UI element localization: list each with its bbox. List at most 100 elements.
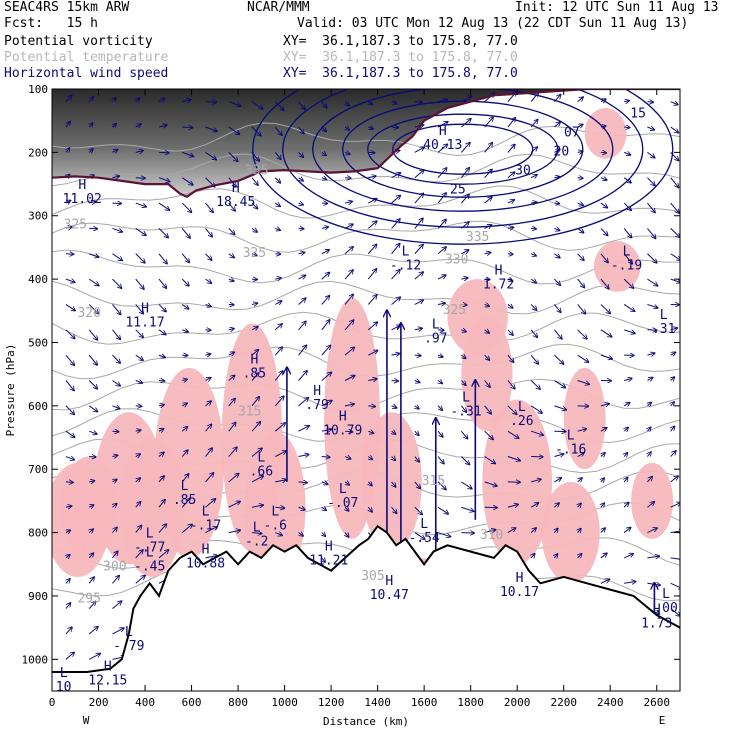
- wind-arrow: [65, 95, 72, 103]
- wind-arrow: [88, 380, 97, 388]
- pv-extremum-value: .00: [654, 601, 677, 616]
- wind-arrow: [578, 503, 581, 507]
- pv-extremum-value: -.19: [611, 259, 642, 274]
- wind-arrow: [670, 152, 679, 160]
- wind-arrow: [88, 405, 97, 412]
- wind-arrow: [670, 202, 679, 213]
- wind-arrow: [647, 452, 651, 457]
- wind-arrow: [461, 119, 471, 128]
- wind-arrow: [182, 127, 192, 128]
- wind-arrow: [205, 354, 211, 355]
- wind-arrow: [65, 329, 75, 339]
- wind-arrow: [135, 576, 145, 584]
- wind-arrow: [321, 126, 326, 131]
- wind-arrow: [437, 275, 446, 280]
- wind-arrow: [414, 456, 419, 462]
- wind-arrow: [670, 126, 679, 133]
- wind-arrow: [299, 178, 304, 181]
- wind-arrow: [135, 202, 146, 207]
- wind-arrow: [367, 221, 376, 229]
- pv-extremum-value: -.17: [190, 518, 221, 533]
- wind-arrow: [158, 99, 165, 102]
- wind-arrow: [112, 227, 122, 231]
- wind-arrow: [460, 405, 466, 412]
- x-tick-label: 600: [182, 696, 202, 709]
- tropopause-line: [52, 89, 680, 198]
- y-tick-label: 1000: [22, 653, 49, 666]
- wind-arrow: [135, 478, 140, 482]
- wind-arrow: [89, 123, 92, 127]
- pv-extremum-kind: L: [662, 587, 670, 602]
- wind-arrow: [135, 550, 143, 559]
- wind-arrow: [158, 177, 170, 182]
- wind-arrow: [368, 379, 376, 381]
- wind-arrow: [554, 554, 557, 558]
- wind-arrow: [601, 528, 605, 533]
- wind-arrow: [158, 278, 166, 288]
- wind-arrow: [135, 304, 144, 313]
- wind-arrow: [438, 406, 442, 410]
- wind-arrow: [274, 396, 284, 407]
- wind-arrow: [112, 150, 117, 153]
- wind-arrow: [624, 453, 627, 457]
- wind-arrow: [600, 253, 608, 263]
- wind-arrow: [484, 117, 493, 128]
- wind-arrow: [554, 329, 562, 339]
- wind-arrow: [88, 627, 98, 635]
- legend-wind-name: Horizontal wind speed: [4, 66, 169, 81]
- wind-arrow: [65, 279, 75, 282]
- wind-arrow: [461, 304, 466, 305]
- wind-arrow: [391, 406, 397, 408]
- wind-arrow: [65, 405, 74, 415]
- pv-extremum-kind: L: [420, 517, 428, 532]
- wind-arrow: [600, 278, 609, 289]
- wind-arrow: [205, 378, 211, 381]
- theta-label: 325: [443, 303, 466, 318]
- wind-arrow: [601, 478, 604, 482]
- pv-extremum-value: .26: [510, 414, 533, 429]
- wind-arrow: [507, 200, 514, 203]
- wind-arrow: [647, 528, 657, 534]
- y-tick-label: 500: [28, 336, 48, 349]
- x-axis-label: Distance (km): [323, 715, 409, 728]
- wind-arrow: [531, 479, 541, 482]
- wind-arrow: [600, 579, 609, 584]
- x-tick-label: 0: [49, 696, 56, 709]
- pv-extremum-value: -.54: [408, 531, 439, 546]
- wind-arrow: [647, 102, 653, 103]
- x-tick-label: 2600: [643, 696, 670, 709]
- wind-arrow: [507, 172, 515, 179]
- pv-extremum-kind: H: [141, 302, 149, 317]
- pv-extremum-kind: L: [60, 666, 68, 681]
- wind-arrow: [112, 504, 116, 508]
- wind-arrow: [391, 102, 397, 104]
- wind-arrow: [460, 195, 469, 204]
- wind-arrow: [322, 533, 325, 537]
- wind-arrow: [251, 373, 259, 381]
- wind-arrow: [530, 528, 536, 533]
- theta-contour: [52, 185, 680, 219]
- wind-arrow: [228, 254, 234, 258]
- wind-arrow: [205, 151, 217, 159]
- wind-arrow: [112, 329, 120, 340]
- wind-arrow: [415, 431, 419, 435]
- wind-arrow: [298, 321, 306, 331]
- stratosphere-shading: [52, 89, 680, 197]
- x-tick-label: 800: [228, 696, 248, 709]
- wind-speed-contour: [252, 89, 674, 245]
- wind-arrow: [321, 227, 328, 229]
- wind-arrow: [274, 371, 283, 381]
- wind-arrow: [670, 253, 680, 260]
- x-tick-label: 1800: [457, 696, 484, 709]
- wind-arrow: [437, 456, 444, 464]
- wind-arrow: [507, 118, 515, 128]
- pv-extremum-value: -.2: [245, 534, 268, 549]
- pv-extremum-kind: L: [257, 451, 265, 466]
- wind-arrow: [344, 224, 353, 229]
- wind-arrow: [507, 227, 514, 228]
- wind-arrow: [274, 347, 282, 356]
- wind-arrow: [251, 422, 260, 432]
- pv-extremum-kind: L: [146, 546, 154, 561]
- wind-arrow: [158, 152, 169, 153]
- wind-arrow: [344, 294, 353, 305]
